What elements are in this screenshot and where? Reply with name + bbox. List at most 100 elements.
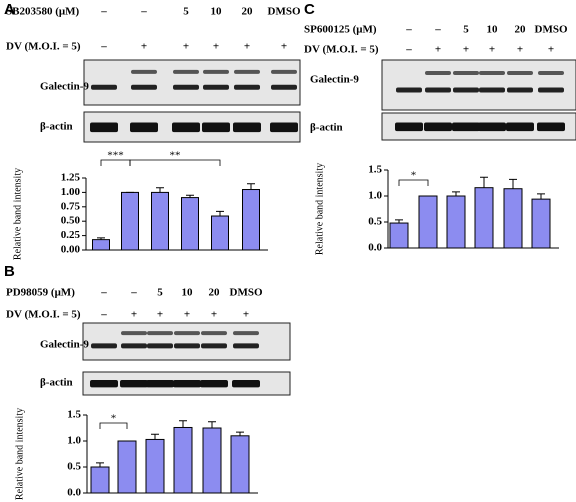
y-axis-label: Relative band intensity [314,163,325,255]
blot-frame [83,59,301,106]
blot-band [203,84,229,90]
y-tick-label: 1.5 [368,164,382,176]
treatment-entry: + [141,41,147,53]
y-tick-label: 1.00 [61,186,81,198]
blot-band [146,380,174,388]
blot-band [234,69,260,74]
blot-band [202,122,230,133]
treatment-entry: + [463,44,469,56]
blot-band [270,122,298,133]
blot-band [395,122,423,132]
error-bar [480,176,488,188]
blot-band [507,71,533,75]
y-tick-label: 0.5 [67,461,81,473]
bar [242,189,260,251]
blot-label: β-actin [310,122,343,134]
treatment-entry: 5 [463,24,469,36]
treatment-entry: + [157,309,163,321]
treatment-entry: – [434,24,441,36]
blot-band [201,331,227,336]
significance-bracket [129,159,221,166]
blot-band [173,69,199,74]
treatment-entry: – [100,287,107,299]
y-tick-label: 0.0 [67,487,81,499]
bar [117,440,137,494]
error-bar [236,431,244,436]
error-bar [395,219,403,224]
blot-band [131,84,157,90]
blot-band [479,87,505,93]
bar [202,427,222,494]
treatment-entry: + [489,44,495,56]
blot-band [506,122,534,132]
blot-band [172,122,200,133]
treatment-entry: – [100,309,107,321]
significance-label: *** [107,150,124,162]
error-bar [452,191,460,196]
blot-band [173,84,199,90]
y-tick-label: 0.0 [368,242,382,254]
blot-band [478,122,506,132]
bar [90,466,110,494]
blot-band [452,122,480,132]
error-bar [179,420,187,428]
blot-band [425,71,451,75]
blot-band [271,69,297,74]
treatment-entry: + [517,44,523,56]
blot-label: β-actin [40,377,73,389]
blot-band [425,87,451,93]
bar [531,198,551,249]
treatment-entry: + [435,44,441,56]
blot-band [121,343,147,349]
blot-band [424,122,452,132]
error-bar [216,210,224,217]
treatment-entry: 20 [242,6,254,18]
blot-frame [381,59,576,111]
y-tick-label: 1.0 [368,190,382,202]
treatment-entry: + [183,41,189,53]
bar [418,195,438,249]
error-bar [208,421,216,428]
blot-band [131,69,157,74]
blot-band [233,122,261,133]
blot-band [121,331,147,336]
treatment-label: DV (M.O.I. = 5) [304,44,379,56]
y-tick-label: 0.50 [61,215,81,227]
blot-band [232,380,260,388]
y-tick-label: 1.25 [61,172,81,184]
blot-band [233,343,259,349]
bar [230,435,250,494]
treatment-entry: 20 [209,287,221,299]
significance-bracket [398,179,429,186]
treatment-entry: + [131,309,137,321]
blot-label: Galectin-9 [310,74,359,86]
blot-label: β-actin [40,121,73,133]
y-tick-label: 0.25 [61,229,81,241]
blot-band [507,87,533,93]
treatment-entry: – [405,44,412,56]
y-tick-label: 0.5 [368,216,382,228]
error-bar [96,462,104,467]
significance-label: * [411,170,417,182]
blot-label: Galectin-9 [40,339,89,351]
blot-band [479,71,505,75]
treatment-entry: – [405,24,412,36]
blot-band [173,380,201,388]
bar [446,195,466,249]
blot-band [147,331,173,336]
treatment-label: DV (M.O.I. = 5) [6,309,81,321]
panel-label: C [304,1,315,18]
error-bar [156,187,164,193]
treatment-entry: 10 [182,287,194,299]
error-bar [151,433,159,440]
y-tick-label: 0.75 [61,200,81,212]
treatment-entry: + [211,309,217,321]
blot-band [130,122,158,133]
blot-band [174,331,200,336]
treatment-entry: 10 [487,24,499,36]
panel-label: B [4,263,15,280]
blot-band [537,122,565,132]
blot-band [201,343,227,349]
significance-bracket [99,422,128,429]
